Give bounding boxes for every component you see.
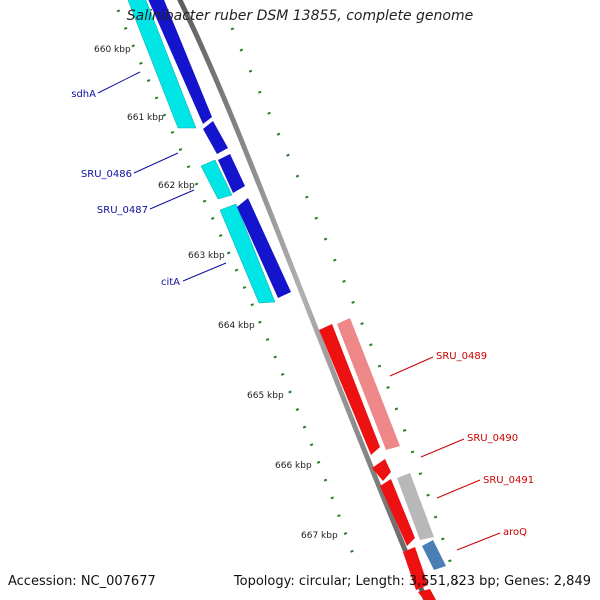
bottom-red-cds — [418, 589, 436, 600]
tick-label: 663 kbp — [188, 251, 225, 261]
gene-label-sdhA: sdhA — [71, 89, 96, 100]
leader-line — [436, 479, 481, 499]
genome-backbone — [177, 0, 429, 600]
citA-cyan-feature — [219, 203, 276, 304]
gene-label-sru0487: SRU_0487 — [97, 205, 148, 216]
genome-summary-text: Topology: circular; Length: 3,551,823 bp… — [233, 574, 591, 589]
tick-label: 667 kbp — [301, 531, 338, 541]
leader-line — [389, 356, 434, 377]
kbp-ticks: 660 kbp 661 kbp 662 kbp 663 kbp 664 kbp … — [94, 45, 338, 541]
leader-line — [420, 438, 465, 458]
gene-label-sru0490: SRU_0490 — [467, 433, 518, 444]
accession-text: Accession: NC_007677 — [8, 574, 156, 589]
forward-features — [127, 0, 291, 304]
tick-label: 660 kbp — [94, 45, 131, 55]
leader-line — [133, 152, 179, 174]
gene-label-aroQ: aroQ — [503, 527, 527, 538]
aroQ-red-cds — [403, 547, 428, 590]
sru0487-cds-arrow — [218, 154, 245, 193]
tick-label: 664 kbp — [218, 321, 255, 331]
gene-label-sru0486: SRU_0486 — [81, 169, 132, 180]
sdhA-cyan-feature — [127, 0, 197, 129]
gene-label-sru0491: SRU_0491 — [483, 475, 534, 486]
sru0489-pink-feature — [337, 318, 400, 450]
tick-label: 665 kbp — [247, 391, 284, 401]
gene-label-sru0489: SRU_0489 — [436, 351, 487, 362]
sru0489-red-cds — [319, 324, 380, 455]
leader-line — [456, 532, 501, 551]
page-title: Salinibacter ruber DSM 13855, complete g… — [126, 8, 474, 24]
sru0491-gray-feature — [397, 473, 434, 540]
reverse-features — [319, 318, 446, 600]
sdhA-cds-arrow — [148, 0, 212, 124]
leader-line — [149, 189, 195, 210]
tick-label: 661 kbp — [127, 113, 164, 123]
leader-line — [97, 71, 141, 94]
citA-cds-arrow — [237, 198, 291, 298]
aroQ-steel-feature — [422, 540, 446, 570]
tick-label: 666 kbp — [275, 461, 312, 471]
leader-line — [182, 262, 227, 282]
sru0491-red-cds — [380, 479, 415, 546]
left-track-dots — [116, 9, 357, 561]
left-gene-labels: sdhA SRU_0486 SRU_0487 citA — [71, 71, 227, 288]
right-gene-labels: SRU_0489 SRU_0490 SRU_0491 aroQ — [389, 351, 534, 551]
gene-label-citA: citA — [161, 277, 180, 288]
sru0490-red-cds — [372, 459, 391, 481]
right-track-dots — [230, 27, 464, 600]
tick-label: 662 kbp — [158, 181, 195, 191]
sru0487-cyan-feature — [200, 159, 233, 200]
sru0486-cds-arrow — [203, 121, 228, 154]
